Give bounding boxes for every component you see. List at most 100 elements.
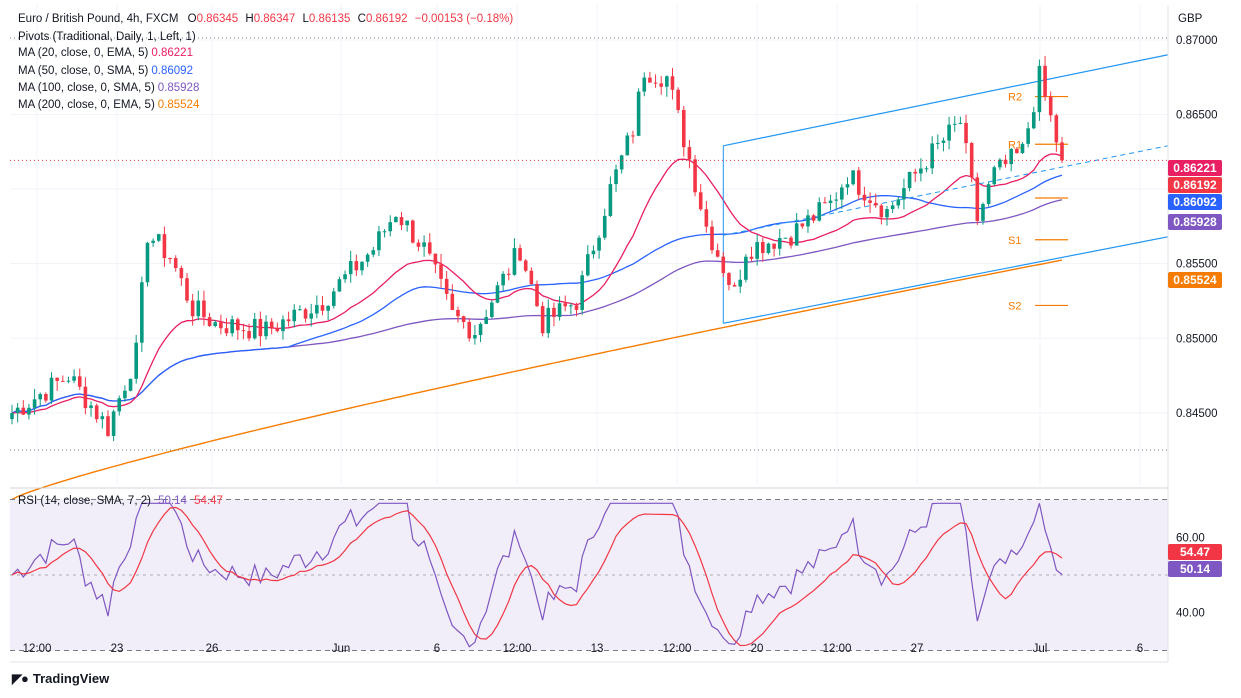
candle-body xyxy=(422,242,426,247)
candle-body xyxy=(608,184,613,216)
low-value: 0.86135 xyxy=(308,13,351,25)
candle-body xyxy=(484,317,488,324)
candle-body xyxy=(952,123,957,125)
indicator-pivots[interactable]: Pivots (Traditional, Daily, 1, Left, 1) xyxy=(18,30,196,44)
candle-body xyxy=(275,328,280,332)
candle-body xyxy=(416,242,421,247)
currency-label: GBP xyxy=(1178,13,1203,25)
tradingview-brand-text: TradingView xyxy=(32,671,110,686)
candle-body xyxy=(744,256,748,280)
candle-body xyxy=(388,222,393,232)
candle-body xyxy=(552,307,556,317)
indicator-ma100-value: 0.85928 xyxy=(157,82,200,94)
candle-body xyxy=(55,377,59,381)
candle-body xyxy=(902,188,906,200)
candle-body xyxy=(326,305,330,311)
candle-body xyxy=(190,300,195,317)
rsi-legend[interactable]: RSI (14, close, SMA, 7, 2) 50.14 54.47 xyxy=(18,495,223,507)
indicator-ma20[interactable]: MA (20, close, 0, EMA, 5) 0.86221 xyxy=(18,46,193,60)
change-value: −0.00153 (−0.18%) xyxy=(414,13,514,25)
candle-body xyxy=(631,135,635,137)
candle-body xyxy=(38,394,43,400)
y-tick-label: 0.85000 xyxy=(1176,333,1218,345)
candle-body xyxy=(896,199,901,206)
candle-body xyxy=(693,159,697,193)
candle-body xyxy=(947,124,951,141)
close-value: 0.86192 xyxy=(365,13,408,25)
candle-body xyxy=(856,170,861,195)
candle-body xyxy=(354,261,359,271)
candle-body xyxy=(1037,65,1042,113)
candle-body xyxy=(924,168,929,170)
price-axis[interactable]: 0.870000.865000.860000.855000.850000.845… xyxy=(1176,13,1218,420)
indicator-ma100-label: MA (100, close, 0, SMA, 5) xyxy=(18,82,155,94)
candle-body xyxy=(444,278,449,294)
indicator-ma200-value: 0.85524 xyxy=(157,99,200,111)
ma200-price-label: 0.85524 xyxy=(1168,272,1222,288)
candle-body xyxy=(219,322,223,329)
candle-body xyxy=(636,91,641,136)
candle-body xyxy=(879,205,884,218)
candle-body xyxy=(450,293,455,310)
candle-body xyxy=(540,306,545,334)
candle-body xyxy=(66,380,71,382)
rsi-polyline xyxy=(11,502,1063,648)
candle-body xyxy=(490,302,494,318)
candle-body xyxy=(755,242,759,259)
candle-body xyxy=(529,270,534,284)
candle-body xyxy=(411,220,415,243)
candle-body xyxy=(557,303,562,317)
candle-body xyxy=(32,399,37,408)
candle-body xyxy=(981,204,985,221)
candle-body xyxy=(619,155,624,170)
candle-body xyxy=(975,177,980,221)
candle-body xyxy=(992,167,997,185)
candle-body xyxy=(365,254,370,262)
candle-body xyxy=(151,240,155,243)
candle-body xyxy=(710,226,714,251)
candle-body xyxy=(738,279,743,287)
high-label: H xyxy=(245,13,254,25)
candle-body xyxy=(574,305,579,310)
indicator-ma100[interactable]: MA (100, close, 0, SMA, 5) 0.85928 xyxy=(18,81,199,95)
candle-body xyxy=(467,322,472,339)
ohlc-legend: Euro / British Pound, 4h, FXCM O0.86345 … xyxy=(18,12,513,26)
candle-body xyxy=(286,319,291,322)
candle-body xyxy=(806,215,810,227)
low-label: L xyxy=(302,13,309,25)
candle-body xyxy=(456,309,460,317)
candle-body xyxy=(292,309,297,322)
candle-body xyxy=(394,217,398,223)
candle-body xyxy=(823,202,827,204)
open-value: 0.86345 xyxy=(196,13,239,25)
candles xyxy=(10,55,1064,442)
indicator-ma200[interactable]: MA (200, close, 0, EMA, 5) 0.85524 xyxy=(18,98,199,112)
main-pane[interactable] xyxy=(10,5,1168,485)
candle-body xyxy=(27,407,31,415)
indicator-ma50[interactable]: MA (50, close, 0, SMA, 5) 0.86092 xyxy=(18,64,193,78)
time-axis[interactable]: 12:00 23 26 Jun 6 12:00 13 12:00 20 12:00 27 Jul 6 xyxy=(23,643,1144,655)
candle-body xyxy=(331,291,336,306)
candle-body xyxy=(264,321,268,337)
candle-body xyxy=(659,83,663,87)
trend-channel[interactable] xyxy=(722,54,1169,324)
candle-body xyxy=(1060,142,1064,161)
tradingview-brand[interactable]: ◤● TradingView xyxy=(12,671,109,687)
candle-body xyxy=(518,248,522,261)
candle-body xyxy=(207,317,212,326)
candle-body xyxy=(168,258,172,260)
candle-body xyxy=(382,231,387,233)
candle-body xyxy=(343,274,347,280)
x-tick-label: 6 xyxy=(434,643,440,655)
x-tick-label: 20 xyxy=(751,643,764,655)
candle-body xyxy=(681,109,686,148)
candle-body xyxy=(687,147,692,160)
candle-body xyxy=(236,319,240,331)
ma50-price-label: 0.86092 xyxy=(1168,194,1222,210)
candle-body xyxy=(597,237,601,251)
indicator-ma50-value: 0.86092 xyxy=(151,65,193,77)
candle-body xyxy=(772,243,776,249)
candle-body xyxy=(512,248,517,275)
candle-body xyxy=(586,254,590,276)
